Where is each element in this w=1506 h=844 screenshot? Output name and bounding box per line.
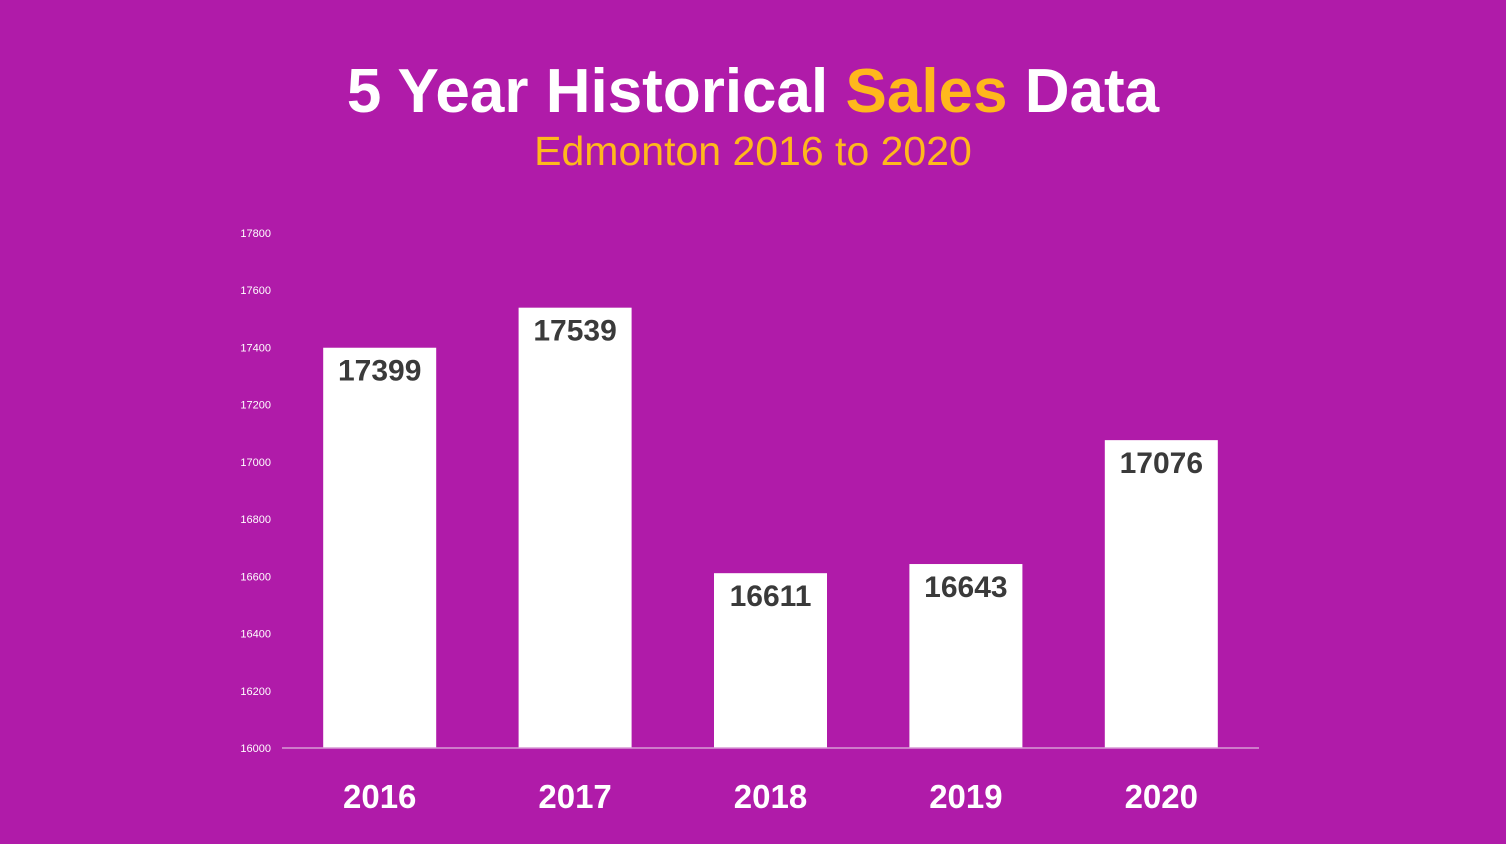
chart-subtitle: Edmonton 2016 to 2020 — [534, 128, 972, 174]
y-tick-label: 17000 — [240, 457, 271, 469]
bar-2018 — [714, 573, 827, 748]
bar-2019 — [909, 564, 1023, 748]
y-tick-label: 17400 — [240, 342, 271, 354]
y-axis-ticks: 16000 16200 16400 16600 16800 17000 17200 17400… — [240, 228, 271, 755]
x-tick-label-2016: 2016 — [343, 778, 416, 815]
bar-2020 — [1104, 440, 1218, 748]
y-tick-label: 16000 — [240, 743, 271, 755]
x-tick-label-2019: 2019 — [929, 778, 1002, 815]
value-label-2017: 17539 — [533, 315, 616, 348]
title-part-3: Data — [1024, 57, 1160, 126]
x-axis-labels: 2016 2017 2018 2019 2020 — [343, 778, 1198, 815]
title-part-2: Sales — [845, 57, 1008, 126]
chart-title: 5 Year Historical Sales Data — [0, 56, 1506, 128]
x-tick-label-2017: 2017 — [538, 778, 611, 815]
y-tick-label: 16200 — [240, 686, 271, 698]
y-tick-label: 16600 — [240, 571, 271, 583]
y-tick-label: 17200 — [240, 400, 271, 412]
bar-2016 — [323, 347, 437, 748]
value-labels: 17399 17539 16611 16643 17076 — [338, 315, 1203, 614]
value-label-2016: 17399 — [338, 355, 421, 388]
x-tick-label-2020: 2020 — [1125, 778, 1198, 815]
value-label-2018: 16611 — [730, 580, 812, 613]
y-tick-label: 16400 — [240, 629, 271, 641]
title-part-1: 5 Year Historical — [346, 57, 829, 126]
y-tick-label: 16800 — [240, 514, 271, 526]
value-label-2019: 16643 — [924, 571, 1007, 604]
y-tick-label: 17600 — [240, 285, 271, 297]
bars — [323, 307, 1218, 748]
value-label-2020: 17076 — [1120, 447, 1203, 480]
y-tick-label: 17800 — [240, 228, 271, 240]
x-tick-label-2018: 2018 — [734, 778, 807, 815]
bar-2017 — [518, 307, 632, 748]
